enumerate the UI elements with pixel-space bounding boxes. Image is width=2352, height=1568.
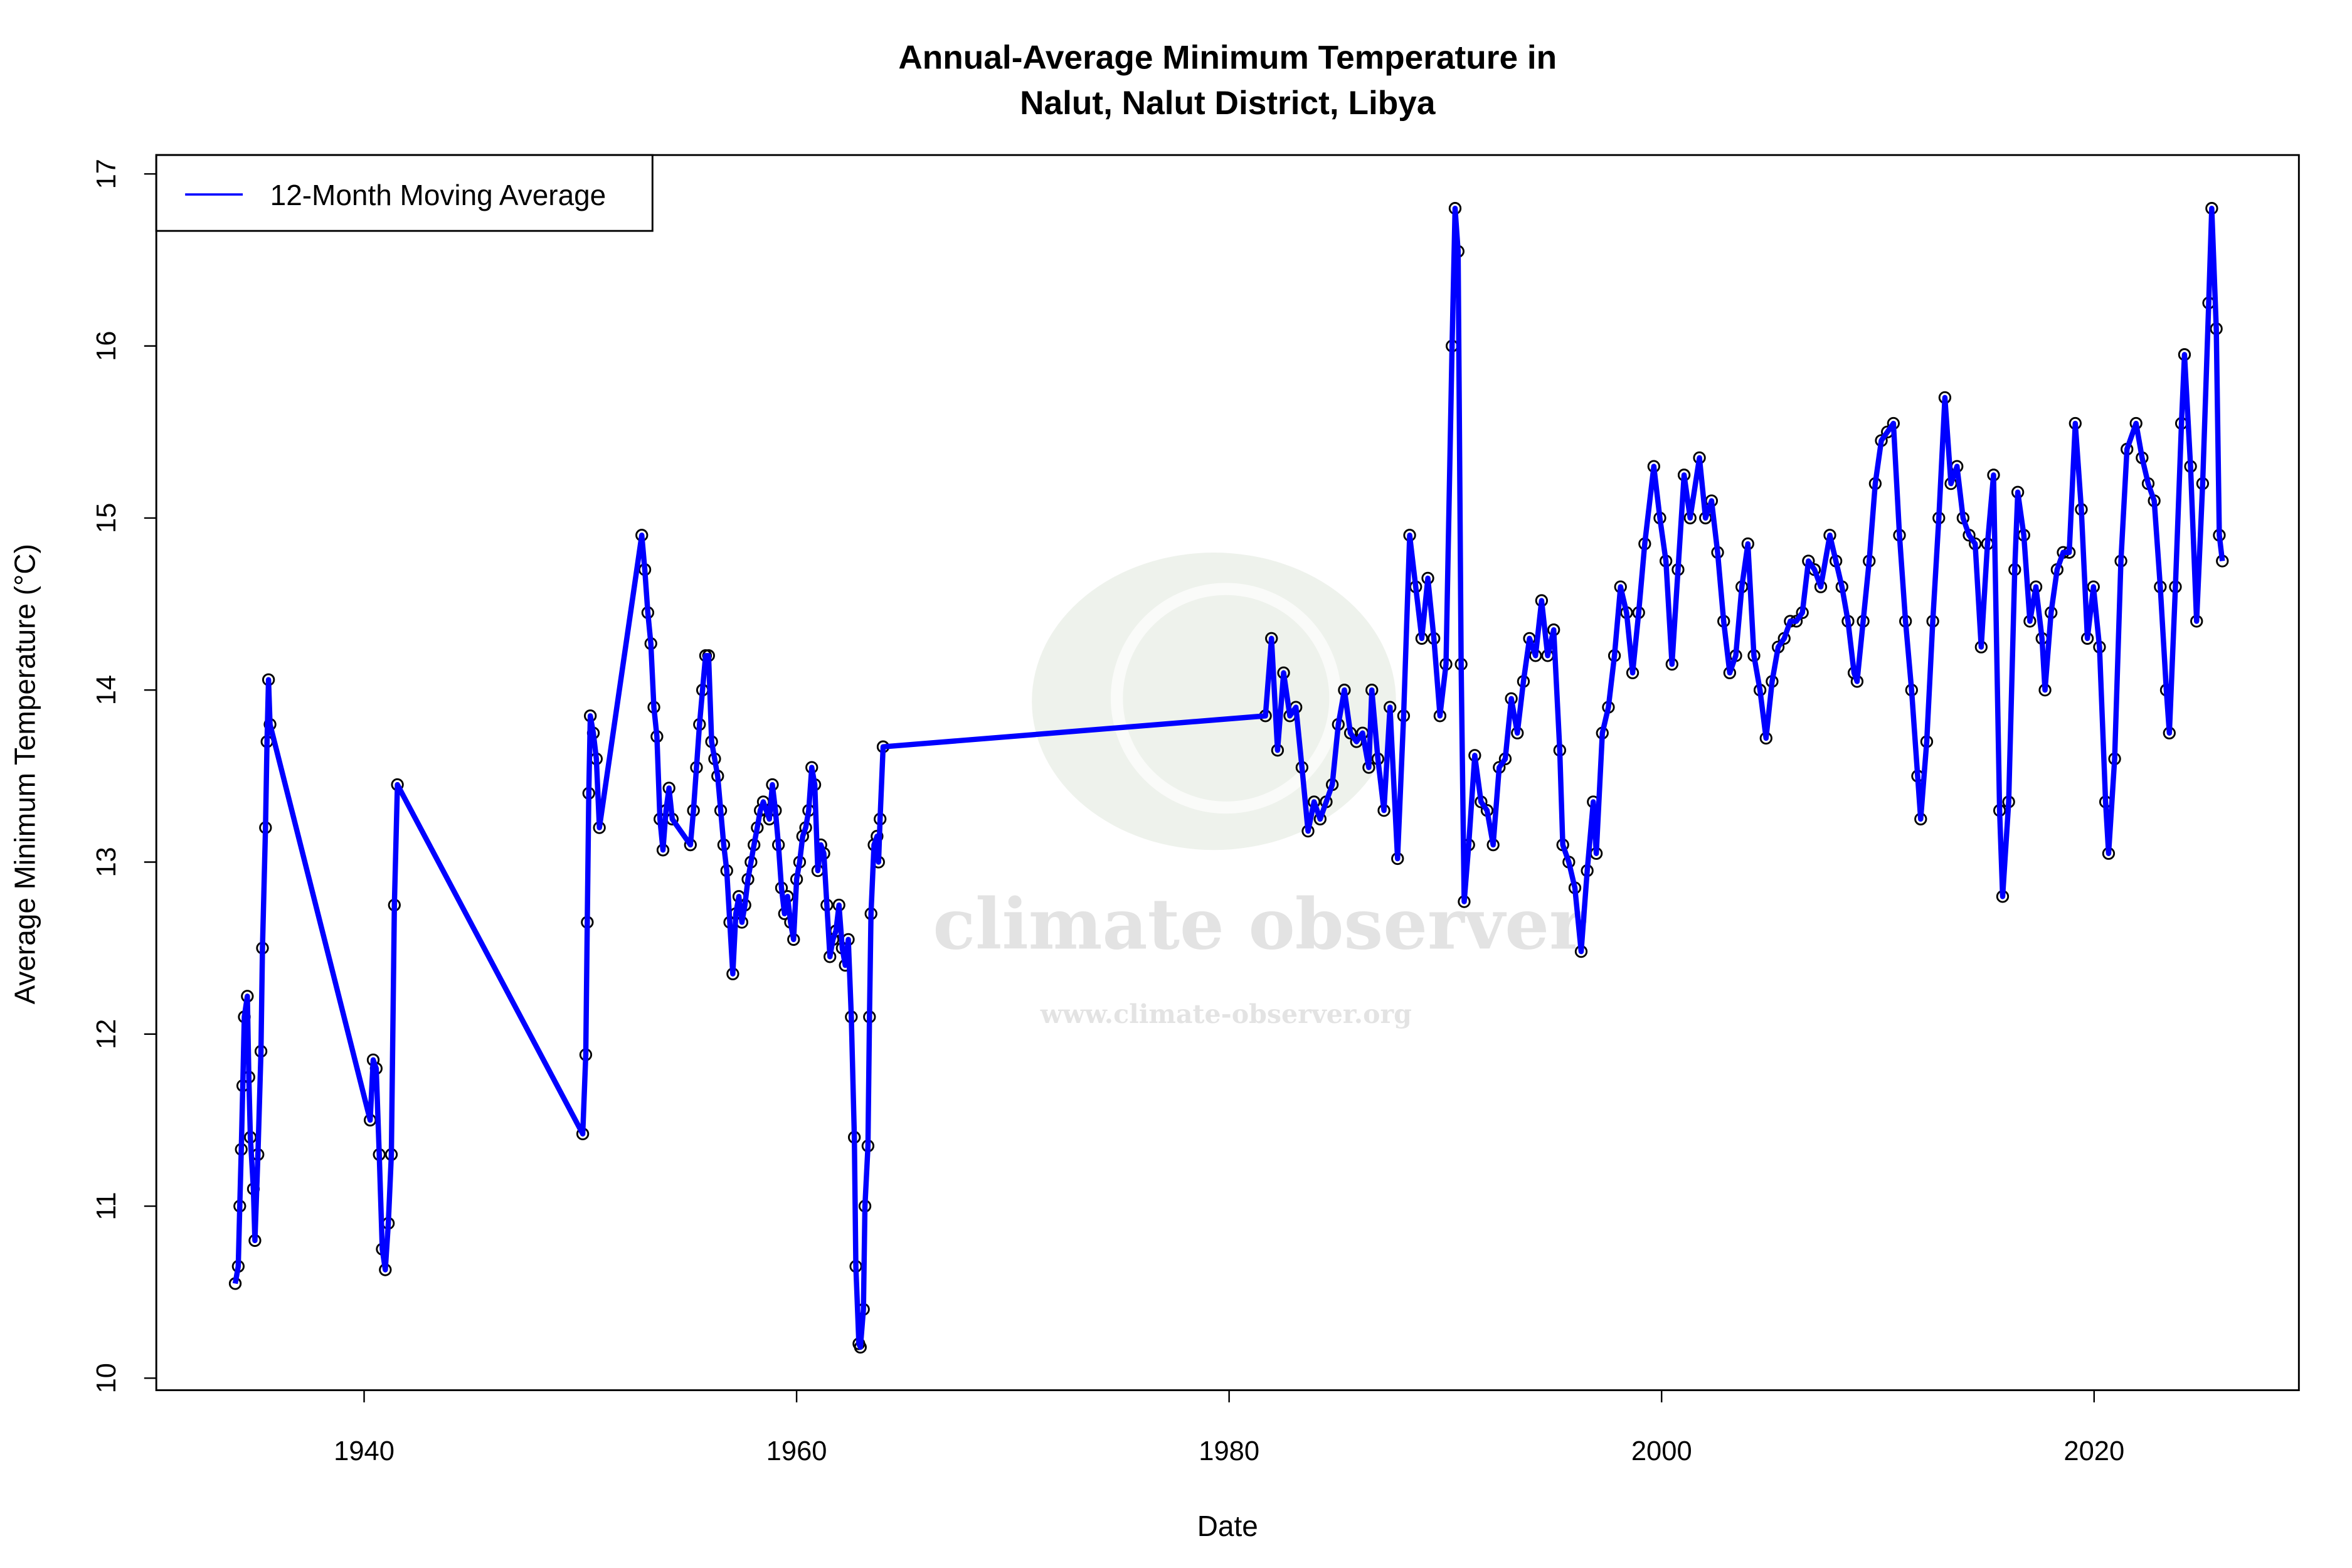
x-tick-label: 1940 (334, 1436, 395, 1466)
x-tick-label: 2020 (2063, 1436, 2124, 1466)
watermark-name: climate observer (933, 884, 1587, 966)
legend-box (155, 154, 654, 232)
watermark: climate observer www.climate-observer.or… (933, 553, 1587, 1029)
data-line (232, 205, 2225, 1350)
legend: 12-Month Moving Average (155, 154, 654, 232)
y-tick-label: 14 (92, 675, 122, 705)
x-tick-label: 1960 (766, 1436, 827, 1466)
y-tick-label: 15 (92, 503, 122, 533)
chart-title: Nalut, Nalut District, Libya (1020, 85, 1436, 122)
y-tick-label: 17 (92, 159, 122, 189)
x-tick-label: 2000 (1631, 1436, 1692, 1466)
legend-label: 12-Month Moving Average (270, 179, 607, 211)
chart-title: Annual-Average Minimum Temperature in (898, 39, 1557, 76)
x-axis-title: Date (1197, 1510, 1258, 1542)
y-axis-title: Average Minimum Temperature (°C) (9, 544, 41, 1004)
y-tick-label: 12 (92, 1019, 122, 1049)
plot-frame (155, 154, 2300, 1391)
y-tick-label: 11 (92, 1192, 122, 1220)
x-tick-label: 1980 (1199, 1436, 1259, 1466)
y-tick-label: 13 (92, 847, 122, 877)
watermark-globe (1110, 583, 1342, 814)
y-tick-label: 10 (92, 1363, 122, 1393)
y-tick-label: 16 (92, 331, 122, 361)
watermark-url: www.climate-observer.org (1040, 999, 1412, 1029)
